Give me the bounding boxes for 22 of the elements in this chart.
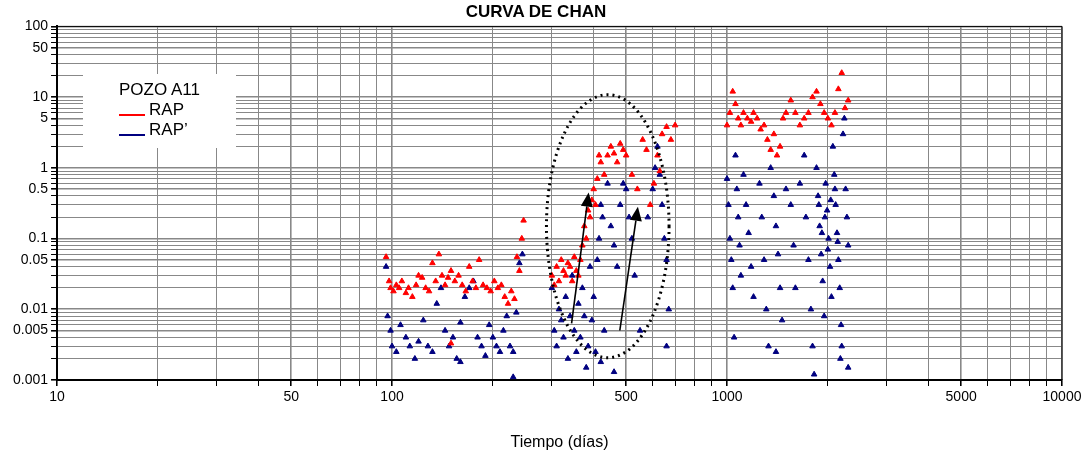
y-tick-label: 5 xyxy=(40,109,49,126)
x-axis-title: Tiempo (días) xyxy=(510,432,609,450)
y-tick-label: 0.1 xyxy=(28,229,49,246)
x-tick-label: 100 xyxy=(380,388,404,405)
y-tick-label: 0.001 xyxy=(12,370,49,387)
y-tick-label: 0.5 xyxy=(28,179,49,196)
x-tick-label: 5000 xyxy=(945,388,977,405)
chart-title: CURVA DE CHAN xyxy=(465,1,607,21)
y-tick-label: 0.01 xyxy=(20,300,49,317)
y-tick-label: 0.005 xyxy=(12,321,49,338)
y-tick-label: 100 xyxy=(24,17,49,34)
y-tick-label: 50 xyxy=(32,38,49,55)
y-tick-label: 1 xyxy=(40,158,49,175)
legend-label: RAP xyxy=(149,100,184,121)
x-tick-label: 10000 xyxy=(1042,388,1082,405)
y-tick-label: 10 xyxy=(32,87,49,104)
y-tick-label: 0.05 xyxy=(20,250,49,267)
legend-title: POZO A11 xyxy=(119,80,200,101)
legend-label: RAP’ xyxy=(149,120,188,141)
x-tick-label: 1000 xyxy=(711,388,743,405)
x-tick-label: 500 xyxy=(614,388,639,405)
x-tick-label: 50 xyxy=(283,388,300,405)
